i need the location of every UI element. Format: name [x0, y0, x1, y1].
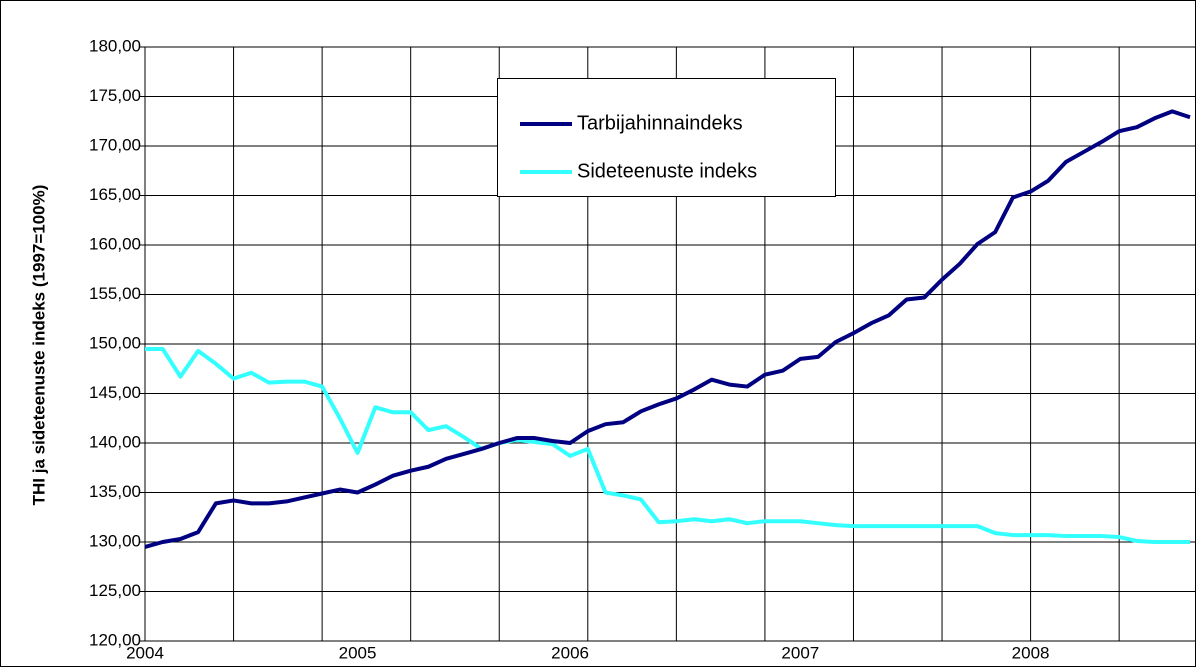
y-tick-label: 170,00	[89, 135, 141, 154]
y-tick-label: 140,00	[89, 432, 141, 451]
series-line	[145, 346, 1190, 544]
y-tick-label: 165,00	[89, 185, 141, 204]
y-axis-title: THI ja sideteenuste indeks (1997=100%)	[29, 185, 48, 506]
x-tick-label: 2004	[126, 643, 164, 662]
y-tick-label: 135,00	[89, 482, 141, 501]
y-tick-label: 130,00	[89, 531, 141, 550]
x-tick-label: 2008	[1012, 643, 1050, 662]
y-tick-label: 155,00	[89, 284, 141, 303]
y-tick-label: 120,00	[89, 630, 141, 649]
legend-box	[497, 78, 836, 197]
y-tick-label: 145,00	[89, 383, 141, 402]
x-tick-label: 2005	[339, 643, 377, 662]
x-tick-label: 2007	[781, 643, 819, 662]
y-tick-label: 150,00	[89, 333, 141, 352]
legend-label: Tarbijahinnaindeks	[577, 112, 743, 134]
legend-label: Sideteenuste indeks	[577, 160, 757, 182]
y-tick-label: 180,00	[89, 36, 141, 55]
series-line	[144, 109, 1191, 549]
y-tick-label: 175,00	[89, 86, 141, 105]
x-tick-label: 2006	[551, 643, 589, 662]
y-tick-label: 160,00	[89, 234, 141, 253]
y-tick-label: 125,00	[89, 581, 141, 600]
